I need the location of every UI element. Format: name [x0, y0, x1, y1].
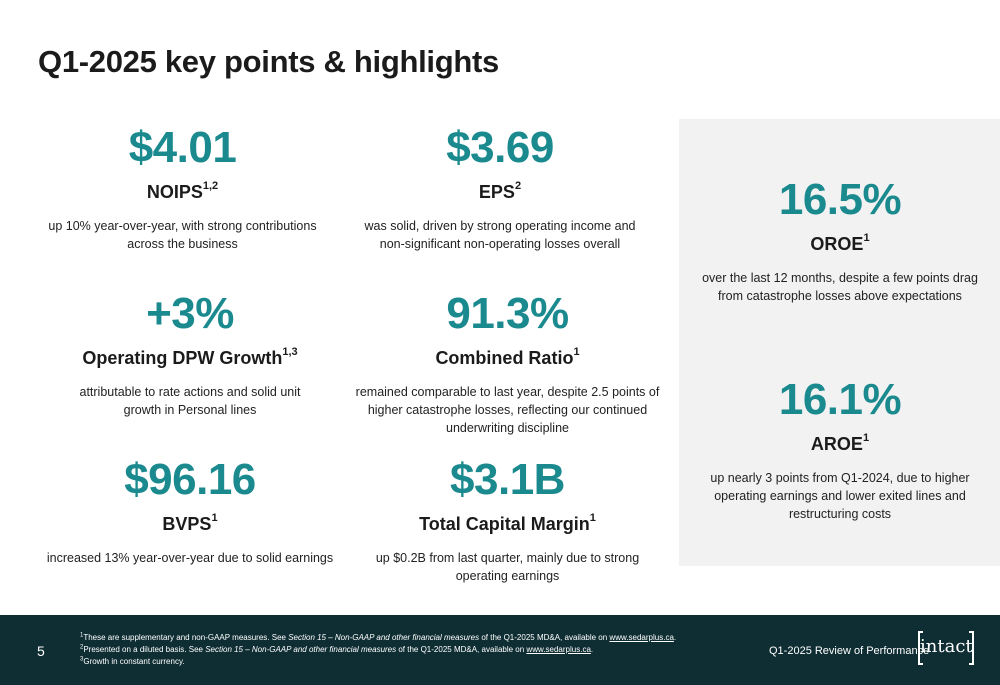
metric-value: $3.1B [450, 455, 565, 504]
footnote-link[interactable]: www.sedarplus.ca [526, 645, 591, 654]
footnote-text: These are supplementary and non-GAAP mea… [83, 633, 289, 642]
footnote-number: 1 [80, 632, 84, 639]
footnote-italic: Section 15 – Non-GAAP and other financia… [288, 633, 480, 642]
metric-label-text: EPS [478, 182, 515, 202]
metric-label-text: BVPS [162, 514, 212, 534]
metric-label: EPS2 [355, 180, 645, 203]
metric-description: up $0.2B from last quarter, mainly due t… [375, 551, 640, 583]
metric-label: AROE1 [695, 432, 985, 455]
footnote-ref: 1 [573, 346, 580, 358]
footnote-ref: 1 [211, 512, 218, 524]
metric-aroe: 16.1% AROE1 up nearly 3 points from Q1-2… [695, 378, 985, 523]
footnote-ref: 1 [589, 512, 596, 524]
metric-label-text: NOIPS [146, 182, 203, 202]
footnote-text: . [673, 633, 677, 642]
footnote-link[interactable]: www.sedarplus.ca [609, 633, 674, 642]
page-number: 5 [37, 643, 45, 659]
deck-title: Q1-2025 Review of Performance [769, 645, 930, 657]
metric-eps: $3.69 EPS2 was solid, driven by strong o… [355, 126, 645, 253]
footnote-ref: 1 [862, 432, 870, 444]
metric-label: Total Capital Margin1 [355, 512, 660, 535]
footnote-number: 2 [80, 644, 84, 651]
metric-description: up nearly 3 points from Q1-2024, due to … [710, 471, 970, 521]
metric-label-text: OROE [810, 234, 864, 254]
page-title: Q1-2025 key points & highlights [38, 44, 499, 79]
footnote-text: of the Q1-2025 MD&A, available on [396, 645, 527, 654]
metric-total-capital-margin: $3.1B Total Capital Margin1 up $0.2B fro… [355, 458, 660, 585]
metric-label: NOIPS1,2 [30, 180, 335, 203]
footnote-ref: 1,3 [282, 346, 298, 358]
highlight-panel [679, 119, 1000, 566]
footnote-ref: 1,2 [202, 180, 219, 192]
metric-label-text: Total Capital Margin [419, 514, 590, 534]
metric-label: OROE1 [695, 232, 985, 255]
metric-description: was solid, driven by strong operating in… [364, 219, 636, 251]
metric-label-text: Operating DPW Growth [82, 348, 283, 368]
footnote-text: Presented on a diluted basis. See [83, 645, 206, 654]
footnote-ref: 1 [863, 232, 870, 244]
metric-label-text: AROE [810, 434, 863, 454]
footer-bar: 5 1These are supplementary and non-GAAP … [0, 615, 1000, 685]
metric-value: 16.5% [778, 175, 902, 224]
metric-bvps: $96.16 BVPS1 increased 13% year-over-yea… [40, 458, 340, 567]
footnote: 3Growth in constant currency. [80, 656, 676, 668]
footnote-text: . [590, 645, 594, 654]
metric-description: over the last 12 months, despite a few p… [702, 271, 978, 303]
metric-combined-ratio: 91.3% Combined Ratio1 remained comparabl… [345, 292, 670, 437]
metric-value: 16.1% [778, 375, 902, 424]
metric-value: 91.3% [446, 289, 569, 338]
metric-oroe: 16.5% OROE1 over the last 12 months, des… [695, 178, 985, 305]
metric-description: up 10% year-over-year, with strong contr… [48, 219, 317, 251]
metric-value: +3% [146, 289, 234, 338]
footnote-italic: Section 15 – Non-GAAP and other financia… [205, 645, 397, 654]
metric-noips: $4.01 NOIPS1,2 up 10% year-over-year, wi… [30, 126, 335, 253]
intact-logo: intact [918, 631, 974, 665]
metric-description: attributable to rate actions and solid u… [79, 385, 301, 417]
metric-value: $96.16 [124, 455, 256, 504]
footnote-ref: 2 [514, 180, 522, 192]
footnotes: 1These are supplementary and non-GAAP me… [80, 632, 676, 668]
footnote-text: Growth in constant currency. [83, 657, 185, 666]
footnote: 2Presented on a diluted basis. See Secti… [80, 644, 676, 656]
footnote-text: of the Q1-2025 MD&A, available on [479, 633, 610, 642]
metric-label: Combined Ratio1 [345, 346, 670, 369]
footnote: 1These are supplementary and non-GAAP me… [80, 632, 676, 644]
metric-description: remained comparable to last year, despit… [355, 385, 660, 435]
metric-value: $3.69 [446, 123, 554, 172]
metric-value: $4.01 [128, 123, 237, 172]
metric-label: Operating DPW Growth1,3 [40, 346, 340, 369]
metric-label-text: Combined Ratio [435, 348, 574, 368]
metric-description: increased 13% year-over-year due to soli… [46, 551, 334, 565]
metric-dpw-growth: +3% Operating DPW Growth1,3 attributable… [40, 292, 340, 419]
footnote-number: 3 [80, 656, 84, 663]
metric-label: BVPS1 [40, 512, 340, 535]
